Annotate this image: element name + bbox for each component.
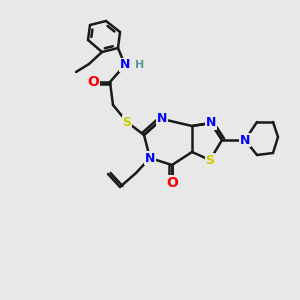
Text: O: O	[87, 75, 99, 89]
Text: S: S	[122, 116, 131, 128]
Text: N: N	[157, 112, 167, 125]
Text: S: S	[206, 154, 214, 166]
Text: N: N	[206, 116, 216, 130]
Text: N: N	[120, 58, 130, 71]
Text: O: O	[166, 176, 178, 190]
Text: N: N	[145, 152, 155, 164]
Text: H: H	[135, 60, 144, 70]
Text: N: N	[240, 134, 250, 146]
